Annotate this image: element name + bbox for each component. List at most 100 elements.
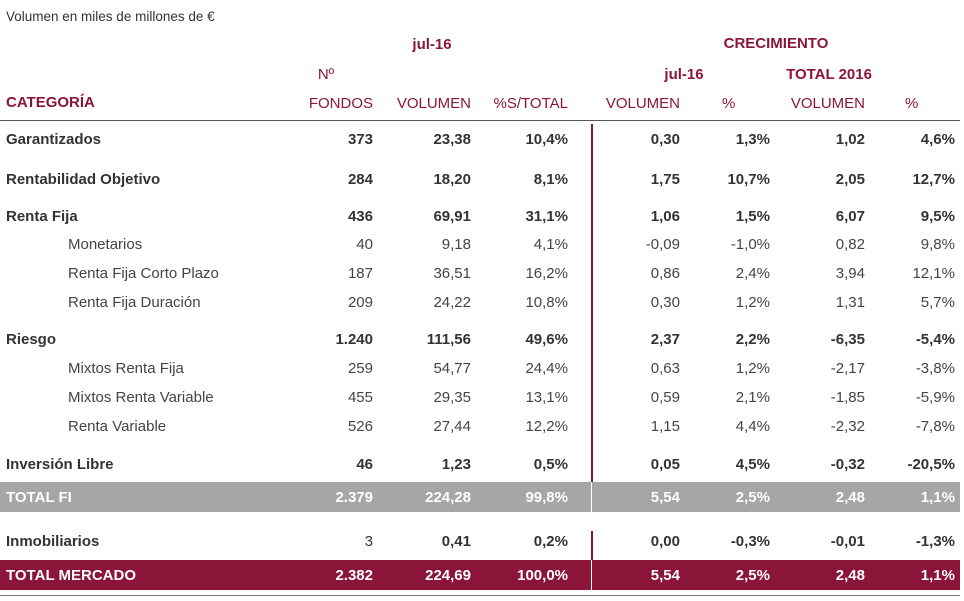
cell-cv: 0,30 — [650, 131, 680, 148]
cell-tv: -2,17 — [830, 360, 865, 377]
column-divider — [591, 124, 593, 485]
cell-cv: 1,06 — [650, 208, 680, 225]
cell-pct: 10,8% — [525, 294, 568, 311]
cell-pct: 24,4% — [525, 360, 568, 377]
cell-pct: 0,5% — [533, 456, 568, 473]
row-label: Mixtos Renta Fija — [68, 360, 184, 377]
cell-volumen: 23,38 — [433, 131, 471, 148]
cell-pct: 8,1% — [533, 171, 568, 188]
cell-volumen: 24,22 — [433, 294, 471, 311]
cell-cp: 1,2% — [735, 294, 770, 311]
row-label: Riesgo — [6, 331, 57, 348]
cell-cp: -0,3% — [730, 533, 770, 550]
cell-cv: 1,15 — [650, 418, 680, 435]
table-row: Renta Variable 526 27,44 12,2% 1,15 4,4% -2,32… — [0, 418, 960, 440]
cell-volumen: 18,20 — [433, 171, 471, 188]
cell-fondos: 526 — [347, 418, 373, 435]
row-label: Renta Fija — [6, 208, 78, 225]
total-pct-header: % — [905, 95, 919, 112]
cell-tv: 3,94 — [835, 265, 865, 282]
cell-fondos: 259 — [347, 360, 373, 377]
cell-fondos: 40 — [356, 236, 373, 253]
growth-period-header: jul-16 — [664, 66, 704, 83]
cell-volumen: 54,77 — [433, 360, 471, 377]
cell-cp: 2,1% — [735, 389, 770, 406]
cell-cv: -0,09 — [645, 236, 680, 253]
cell-tp: -5,4% — [915, 331, 955, 348]
row-label: Inmobiliarios — [6, 533, 100, 550]
table-row: Riesgo 1.240 111,56 49,6% 2,37 2,2% -6,35 -5,4% — [0, 331, 960, 353]
cell-tv: -2,32 — [830, 418, 865, 435]
table-row: Renta Fija Duración 209 24,22 10,8% 0,30 1,2%… — [0, 294, 960, 316]
row-label: Renta Fija Corto Plazo — [68, 265, 219, 282]
growth-volume-header: VOLUMEN — [605, 95, 680, 112]
cell-fondos: 373 — [347, 131, 373, 148]
band-separator — [591, 560, 592, 590]
cell-volumen: 29,35 — [433, 389, 471, 406]
table-row: Mixtos Renta Variable 455 29,35 13,1% 0,59 2,… — [0, 389, 960, 411]
footer-rule — [0, 595, 960, 596]
table-row: Rentabilidad Objetivo 284 18,20 8,1% 1,75 10,… — [0, 171, 960, 193]
cell-fondos: 46 — [356, 456, 373, 473]
cell-tv: 0,82 — [835, 236, 865, 253]
table-row: Renta Fija 436 69,91 31,1% 1,06 1,5% 6,07 9,5% — [0, 208, 960, 230]
cell-pct: 31,1% — [525, 208, 568, 225]
cell-tp: -5,9% — [915, 389, 955, 406]
cell-fondos: 455 — [347, 389, 373, 406]
row-label: Garantizados — [6, 131, 102, 148]
cell-tv: 1,31 — [835, 294, 865, 311]
cell-pct: 13,1% — [525, 389, 568, 406]
cell-tv: -0,32 — [830, 456, 865, 473]
table-row: Inversión Libre 46 1,23 0,5% 0,05 4,5% -0,32 -2… — [0, 456, 960, 478]
cell-pct: 16,2% — [525, 265, 568, 282]
total-year-header: TOTAL 2016 — [786, 66, 872, 83]
cell-volumen: 0,41 — [441, 533, 471, 550]
row-label: Mixtos Renta Variable — [68, 389, 214, 406]
table-row: Monetarios 40 9,18 4,1% -0,09 -1,0% 0,82 9,8% — [0, 236, 960, 258]
period-header: jul-16 — [412, 36, 452, 53]
row-label: Rentabilidad Objetivo — [6, 171, 161, 188]
cell-tp: -3,8% — [915, 360, 955, 377]
cell-tv: 2,05 — [835, 171, 865, 188]
cell-cp: 2,5% — [735, 567, 770, 584]
cell-cp: 2,5% — [735, 489, 770, 506]
cell-tv: -0,01 — [830, 533, 865, 550]
cell-fondos: 187 — [347, 265, 373, 282]
cell-fondos: 436 — [347, 208, 373, 225]
cell-volumen: 224,69 — [425, 567, 471, 584]
cell-tp: 9,5% — [920, 208, 955, 225]
cell-tp: 1,1% — [920, 489, 955, 506]
cell-fondos: 209 — [347, 294, 373, 311]
cell-fondos: 284 — [347, 171, 373, 188]
cell-tp: -1,3% — [915, 533, 955, 550]
cell-tp: 12,1% — [912, 265, 955, 282]
cell-pct: 0,2% — [533, 533, 568, 550]
cell-cv: 0,63 — [650, 360, 680, 377]
cell-volumen: 224,28 — [425, 489, 471, 506]
row-label: Renta Fija Duración — [68, 294, 201, 311]
cell-tv: 2,48 — [835, 567, 865, 584]
cell-cv: 5,54 — [650, 567, 680, 584]
cell-cv: 0,59 — [650, 389, 680, 406]
row-label: Renta Variable — [68, 418, 167, 435]
cell-tp: -20,5% — [907, 456, 955, 473]
cell-cv: 0,05 — [650, 456, 680, 473]
cell-volumen: 27,44 — [433, 418, 471, 435]
cell-tp: 5,7% — [920, 294, 955, 311]
fondos-header: FONDOS — [308, 95, 373, 112]
cell-tv: 1,02 — [835, 131, 865, 148]
cell-tp: -7,8% — [915, 418, 955, 435]
cell-volumen: 9,18 — [441, 236, 471, 253]
cell-cp: 4,5% — [735, 456, 770, 473]
table-row: TOTAL MERCADO 2.382 224,69 100,0% 5,54 2,5% 2,… — [0, 560, 960, 590]
pct-total-header: %S/TOTAL — [493, 95, 568, 112]
cell-fondos: 2.382 — [335, 567, 373, 584]
cell-fondos: 3 — [364, 533, 373, 550]
cell-pct: 99,8% — [525, 489, 568, 506]
cell-tv: 6,07 — [835, 208, 865, 225]
cell-cv: 5,54 — [650, 489, 680, 506]
category-header: CATEGORÍA — [6, 94, 95, 111]
row-label: TOTAL MERCADO — [6, 567, 136, 584]
cell-tv: -1,85 — [830, 389, 865, 406]
table-row: Garantizados 373 23,38 10,4% 0,30 1,3% 1,02 4,6… — [0, 131, 960, 153]
